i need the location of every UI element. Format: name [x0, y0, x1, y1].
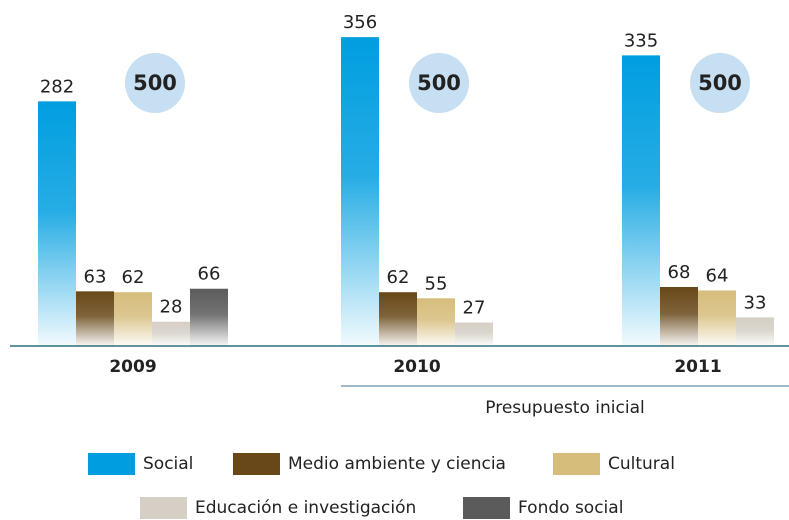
value-label: 62 — [387, 267, 410, 288]
value-label: 28 — [160, 297, 183, 318]
value-label: 55 — [425, 273, 448, 294]
bar — [455, 322, 493, 346]
legend-swatch — [88, 453, 135, 475]
x-tick-label: 2010 — [393, 357, 440, 377]
total-label: 500 — [417, 71, 461, 95]
value-label: 335 — [624, 30, 658, 51]
legend-label: Social — [143, 454, 193, 474]
bar — [660, 287, 698, 346]
total-badge — [125, 53, 185, 113]
bar — [190, 288, 228, 346]
total-label: 500 — [698, 71, 742, 95]
legend-label: Cultural — [608, 454, 675, 474]
value-label: 33 — [744, 292, 767, 313]
bar — [417, 298, 455, 346]
legend-label: Fondo social — [518, 498, 623, 518]
total-badge — [690, 53, 750, 113]
legend-label: Medio ambiente y ciencia — [288, 454, 506, 474]
legend-swatch — [553, 453, 600, 475]
bar — [698, 290, 736, 346]
value-label: 66 — [198, 264, 221, 285]
legend-swatch — [140, 497, 187, 519]
value-label: 64 — [706, 265, 729, 286]
x-tick-label: 2009 — [109, 357, 156, 377]
value-label: 68 — [668, 262, 691, 283]
bar — [341, 37, 379, 347]
value-label: 27 — [463, 298, 486, 319]
annotation: Presupuesto inicial — [485, 398, 644, 418]
bar — [622, 55, 660, 346]
bar — [38, 101, 76, 346]
bar — [379, 292, 417, 346]
bar — [76, 291, 114, 346]
bar — [736, 317, 774, 346]
total-badge — [409, 53, 469, 113]
x-tick-label: 2011 — [674, 357, 721, 377]
bar — [152, 321, 190, 346]
value-label: 63 — [84, 266, 107, 287]
value-label: 62 — [122, 267, 145, 288]
legend-swatch — [463, 497, 510, 519]
bar — [114, 292, 152, 346]
value-label: 282 — [40, 76, 74, 97]
value-label: 356 — [343, 12, 377, 33]
legend-label: Educación e investigación — [195, 498, 416, 518]
total-label: 500 — [133, 71, 177, 95]
legend-swatch — [233, 453, 280, 475]
